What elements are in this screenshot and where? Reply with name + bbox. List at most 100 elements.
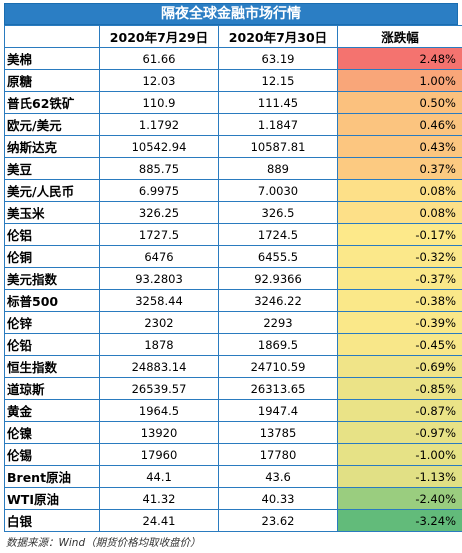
row-value-date2: 10587.81 — [219, 136, 338, 158]
row-name: 美元指数 — [5, 268, 100, 290]
row-value-date2: 63.19 — [219, 48, 338, 70]
row-name: 黄金 — [5, 400, 100, 422]
row-change: -0.69% — [338, 356, 462, 378]
row-name: 伦锌 — [5, 312, 100, 334]
row-change: -0.37% — [338, 268, 462, 290]
row-value-date1: 3258.44 — [100, 290, 219, 312]
row-value-date1: 1727.5 — [100, 224, 219, 246]
row-value-date2: 92.9366 — [219, 268, 338, 290]
row-value-date1: 1964.5 — [100, 400, 219, 422]
row-change: 0.50% — [338, 92, 462, 114]
row-value-date1: 44.1 — [100, 466, 219, 488]
column-header-date1: 2020年7月29日 — [100, 26, 219, 48]
row-name: 美豆 — [5, 158, 100, 180]
row-value-date2: 1.1847 — [219, 114, 338, 136]
row-name: 普氏62铁矿 — [5, 92, 100, 114]
column-header-date2: 2020年7月30日 — [219, 26, 338, 48]
row-name: 原糖 — [5, 70, 100, 92]
row-value-date2: 17780 — [219, 444, 338, 466]
row-change: 0.37% — [338, 158, 462, 180]
row-change: -0.17% — [338, 224, 462, 246]
row-name: 美元/人民币 — [5, 180, 100, 202]
row-change: 0.43% — [338, 136, 462, 158]
row-value-date2: 12.15 — [219, 70, 338, 92]
row-value-date1: 24883.14 — [100, 356, 219, 378]
row-value-date2: 40.33 — [219, 488, 338, 510]
row-value-date2: 2293 — [219, 312, 338, 334]
column-header-change: 涨跌幅 — [338, 26, 462, 48]
row-value-date1: 26539.57 — [100, 378, 219, 400]
row-change: -0.97% — [338, 422, 462, 444]
row-value-date2: 1724.5 — [219, 224, 338, 246]
row-value-date2: 1947.4 — [219, 400, 338, 422]
row-value-date1: 13920 — [100, 422, 219, 444]
row-value-date1: 885.75 — [100, 158, 219, 180]
row-value-date2: 889 — [219, 158, 338, 180]
row-value-date1: 6.9975 — [100, 180, 219, 202]
row-name: 美玉米 — [5, 202, 100, 224]
source-note: 数据来源：Wind（期货价格均取收盘价） — [4, 532, 458, 553]
row-name: 伦铜 — [5, 246, 100, 268]
row-name: 欧元/美元 — [5, 114, 100, 136]
row-name: WTI原油 — [5, 488, 100, 510]
row-change: -0.38% — [338, 290, 462, 312]
row-name: 白银 — [5, 510, 100, 532]
row-change: -1.13% — [338, 466, 462, 488]
row-change: -0.45% — [338, 334, 462, 356]
row-change: 1.00% — [338, 70, 462, 92]
row-value-date2: 7.0030 — [219, 180, 338, 202]
row-value-date1: 326.25 — [100, 202, 219, 224]
row-change: 0.46% — [338, 114, 462, 136]
row-value-date1: 61.66 — [100, 48, 219, 70]
row-value-date2: 13785 — [219, 422, 338, 444]
row-value-date1: 93.2803 — [100, 268, 219, 290]
row-change: -0.32% — [338, 246, 462, 268]
row-change: 2.48% — [338, 48, 462, 70]
row-value-date1: 24.41 — [100, 510, 219, 532]
row-value-date2: 1869.5 — [219, 334, 338, 356]
row-value-date2: 6455.5 — [219, 246, 338, 268]
table-title: 隔夜全球金融市场行情 — [4, 3, 458, 25]
row-name: 纳斯达克 — [5, 136, 100, 158]
row-name: 恒生指数 — [5, 356, 100, 378]
row-value-date1: 110.9 — [100, 92, 219, 114]
row-value-date1: 17960 — [100, 444, 219, 466]
row-change: -1.00% — [338, 444, 462, 466]
row-change: -0.87% — [338, 400, 462, 422]
row-change: -2.40% — [338, 488, 462, 510]
row-value-date2: 326.5 — [219, 202, 338, 224]
row-name: 伦锡 — [5, 444, 100, 466]
row-name: 标普500 — [5, 290, 100, 312]
row-name: Brent原油 — [5, 466, 100, 488]
row-value-date1: 41.32 — [100, 488, 219, 510]
row-value-date2: 23.62 — [219, 510, 338, 532]
row-value-date2: 26313.65 — [219, 378, 338, 400]
row-value-date1: 6476 — [100, 246, 219, 268]
row-value-date1: 2302 — [100, 312, 219, 334]
row-name: 伦铝 — [5, 224, 100, 246]
row-value-date2: 24710.59 — [219, 356, 338, 378]
row-value-date2: 111.45 — [219, 92, 338, 114]
row-value-date1: 1.1792 — [100, 114, 219, 136]
row-value-date1: 1878 — [100, 334, 219, 356]
row-value-date2: 43.6 — [219, 466, 338, 488]
